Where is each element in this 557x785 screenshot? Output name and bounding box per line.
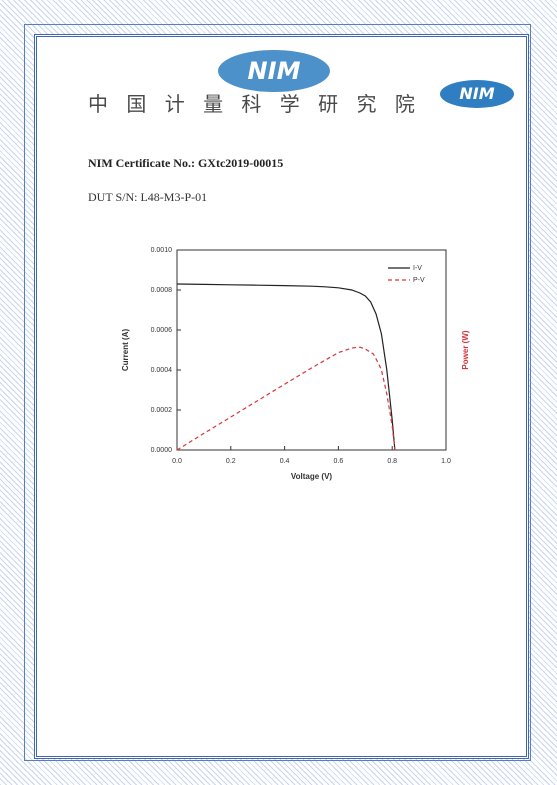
x-tick-label: 0.2	[226, 458, 236, 465]
certificate-number: NIM Certificate No.: GXtc2019-00015	[88, 156, 284, 170]
y-tick-label: 0.0000	[151, 447, 173, 454]
x-tick-label: 0.4	[280, 458, 290, 465]
y-tick-label: 0.0010	[151, 247, 173, 254]
y-tick-label: 0.0002	[151, 407, 173, 414]
x-tick-label: 0.6	[334, 458, 344, 465]
legend-label: I-V	[413, 265, 422, 272]
y-tick-label: 0.0006	[151, 327, 173, 334]
x-tick-label: 0.8	[387, 458, 397, 465]
series-line	[176, 283, 396, 451]
x-axis-label: Voltage (V)	[291, 472, 333, 481]
y-tick-label: 0.0008	[151, 287, 173, 294]
logo-large: NIM	[218, 50, 330, 92]
series-line	[176, 346, 396, 451]
logo-small: NIM	[440, 80, 514, 108]
y-tick-label: 0.0004	[151, 367, 173, 374]
plot-frame	[176, 249, 447, 451]
institute-title: 中 国 计 量 科 学 研 究 院	[88, 92, 421, 116]
y-axis-label: Current (A)	[121, 329, 130, 372]
y2-axis-label: Power (W)	[461, 330, 470, 369]
legend-label: P-V	[413, 277, 425, 284]
border	[24, 24, 531, 761]
x-tick-label: 1.0	[441, 458, 451, 465]
dut-serial: DUT S/N: L48-M3-P-01	[88, 190, 208, 204]
x-tick-label: 0.0	[172, 458, 182, 465]
